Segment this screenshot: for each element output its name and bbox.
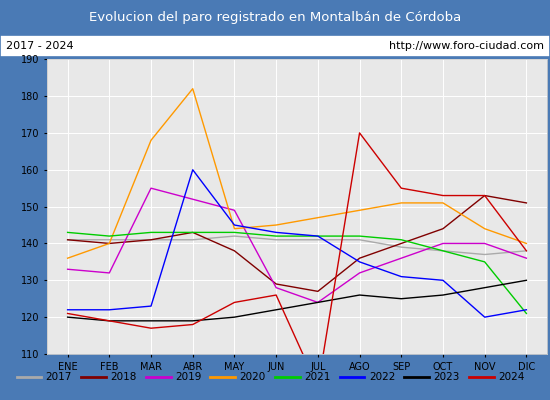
Text: 2024: 2024 [498,372,524,382]
Text: 2017 - 2024: 2017 - 2024 [6,41,73,51]
Text: Evolucion del paro registrado en Montalbán de Córdoba: Evolucion del paro registrado en Montalb… [89,11,461,24]
Text: 2018: 2018 [110,372,136,382]
Text: http://www.foro-ciudad.com: http://www.foro-ciudad.com [389,41,544,51]
Text: 2017: 2017 [46,372,72,382]
Text: 2023: 2023 [433,372,460,382]
Text: 2022: 2022 [368,372,395,382]
Text: 2020: 2020 [239,372,266,382]
Text: 2019: 2019 [175,372,201,382]
Text: 2021: 2021 [304,372,331,382]
